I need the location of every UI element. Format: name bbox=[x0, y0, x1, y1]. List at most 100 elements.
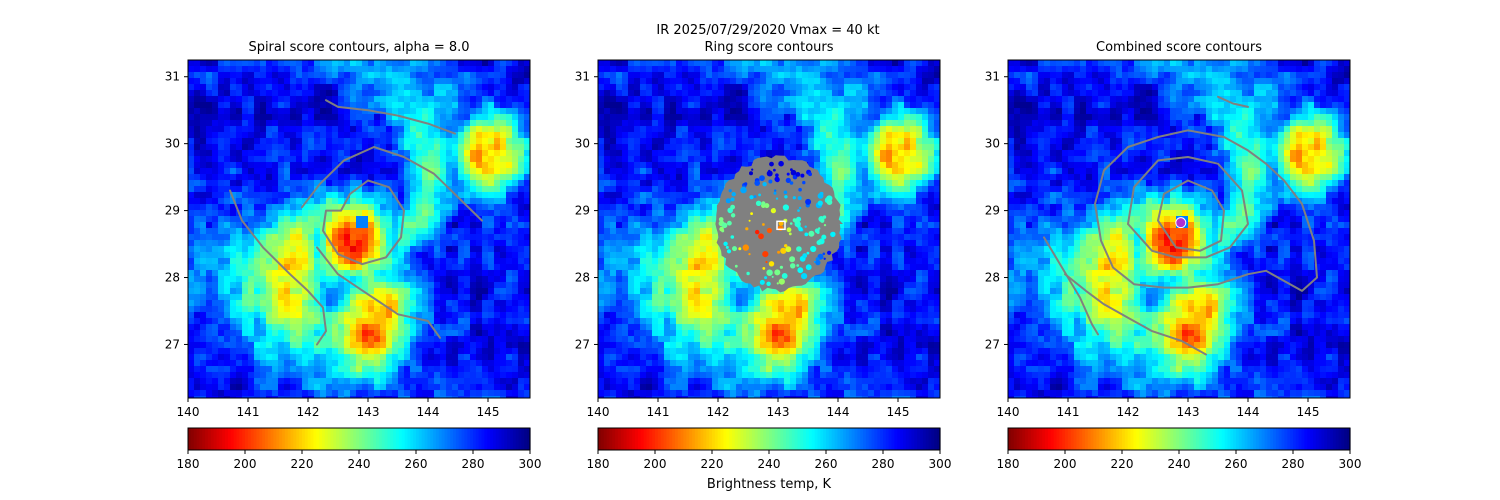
heatmap-cell bbox=[934, 120, 940, 127]
heatmap-cell bbox=[808, 114, 815, 121]
heatmap-cell bbox=[904, 96, 911, 103]
heatmap-cell bbox=[440, 96, 447, 103]
heatmap-cell bbox=[730, 144, 737, 151]
heatmap-cell bbox=[488, 342, 495, 349]
heatmap-cell bbox=[230, 366, 237, 373]
colorbar-swatch bbox=[347, 428, 352, 450]
heatmap-cell bbox=[392, 120, 399, 127]
heatmap-cell bbox=[362, 132, 369, 139]
heatmap-cell bbox=[242, 126, 249, 133]
heatmap-cell bbox=[718, 60, 725, 67]
heatmap-cell bbox=[706, 90, 713, 97]
heatmap-cell bbox=[302, 198, 309, 205]
heatmap-cell bbox=[266, 294, 273, 301]
heatmap-cell bbox=[874, 144, 881, 151]
heatmap-cell bbox=[404, 234, 411, 241]
heatmap-cell bbox=[422, 174, 429, 181]
heatmap-cell bbox=[754, 96, 761, 103]
heatmap-cell bbox=[236, 246, 243, 253]
heatmap-cell bbox=[356, 96, 363, 103]
heatmap-cell bbox=[458, 378, 465, 385]
heatmap-cell bbox=[434, 120, 441, 127]
heatmap-cell bbox=[934, 180, 940, 187]
heatmap-cell bbox=[664, 168, 671, 175]
heatmap-cell bbox=[368, 138, 375, 145]
heatmap-cell bbox=[362, 276, 369, 283]
heatmap-cell bbox=[224, 174, 231, 181]
heatmap-cell bbox=[242, 390, 249, 397]
heatmap-cell bbox=[512, 312, 519, 319]
heatmap-cell bbox=[188, 324, 195, 331]
heatmap-cell bbox=[236, 234, 243, 241]
heatmap-cell bbox=[272, 384, 279, 391]
heatmap-cell bbox=[464, 234, 471, 241]
heatmap-cell bbox=[296, 120, 303, 127]
heatmap-cell bbox=[874, 102, 881, 109]
heatmap-cell bbox=[506, 198, 513, 205]
heatmap-cell bbox=[362, 120, 369, 127]
heatmap-cell bbox=[892, 210, 899, 217]
heatmap-cell bbox=[524, 270, 530, 277]
heatmap-cell bbox=[778, 126, 785, 133]
heatmap-cell bbox=[194, 180, 201, 187]
heatmap-cell bbox=[422, 144, 429, 151]
heatmap-cell bbox=[434, 204, 441, 211]
heatmap-cell bbox=[368, 210, 375, 217]
heatmap-cell bbox=[326, 264, 333, 271]
heatmap-cell bbox=[392, 300, 399, 307]
heatmap-cell bbox=[332, 258, 339, 265]
heatmap-cell bbox=[356, 210, 363, 217]
heatmap-cell bbox=[410, 270, 417, 277]
heatmap-cell bbox=[634, 144, 641, 151]
heatmap-cell bbox=[506, 282, 513, 289]
heatmap-cell bbox=[230, 210, 237, 217]
heatmap-cell bbox=[308, 360, 315, 367]
heatmap-cell bbox=[482, 300, 489, 307]
heatmap-cell bbox=[308, 252, 315, 259]
heatmap-cell bbox=[928, 90, 935, 97]
heatmap-cell bbox=[934, 210, 940, 217]
heatmap-cell bbox=[290, 336, 297, 343]
heatmap-cell bbox=[212, 294, 219, 301]
heatmap-cell bbox=[494, 228, 501, 235]
heatmap-cell bbox=[416, 108, 423, 115]
heatmap-cell bbox=[922, 210, 929, 217]
heatmap-cell bbox=[658, 96, 665, 103]
heatmap-cell bbox=[916, 108, 923, 115]
heatmap-cell bbox=[260, 216, 267, 223]
heatmap-cell bbox=[332, 72, 339, 79]
heatmap-cell bbox=[194, 90, 201, 97]
heatmap-cell bbox=[284, 186, 291, 193]
heatmap-cell bbox=[910, 126, 917, 133]
heatmap-cell bbox=[874, 186, 881, 193]
heatmap-cell bbox=[470, 72, 477, 79]
heatmap-cell bbox=[622, 96, 629, 103]
heatmap-cell bbox=[518, 342, 525, 349]
heatmap-cell bbox=[724, 90, 731, 97]
heatmap-cell bbox=[916, 204, 923, 211]
heatmap-cell bbox=[500, 390, 507, 397]
heatmap-cell bbox=[224, 222, 231, 229]
heatmap-cell bbox=[476, 360, 483, 367]
heatmap-cell bbox=[700, 120, 707, 127]
heatmap-cell bbox=[718, 90, 725, 97]
heatmap-cell bbox=[470, 222, 477, 229]
heatmap-cell bbox=[928, 96, 935, 103]
heatmap-cell bbox=[254, 192, 261, 199]
heatmap-cell bbox=[664, 186, 671, 193]
heatmap-cell bbox=[194, 150, 201, 157]
heatmap-cell bbox=[512, 324, 519, 331]
heatmap-cell bbox=[194, 336, 201, 343]
heatmap-cell bbox=[464, 366, 471, 373]
heatmap-cell bbox=[404, 198, 411, 205]
heatmap-cell bbox=[694, 192, 701, 199]
heatmap-cell bbox=[898, 204, 905, 211]
heatmap-cell bbox=[278, 396, 285, 398]
heatmap-cell bbox=[518, 348, 525, 355]
heatmap-cell bbox=[652, 78, 659, 85]
heatmap-cell bbox=[640, 216, 647, 223]
heatmap-cell bbox=[464, 336, 471, 343]
heatmap-cell bbox=[518, 276, 525, 283]
heatmap-cell bbox=[628, 156, 635, 163]
heatmap-cell bbox=[904, 60, 911, 67]
